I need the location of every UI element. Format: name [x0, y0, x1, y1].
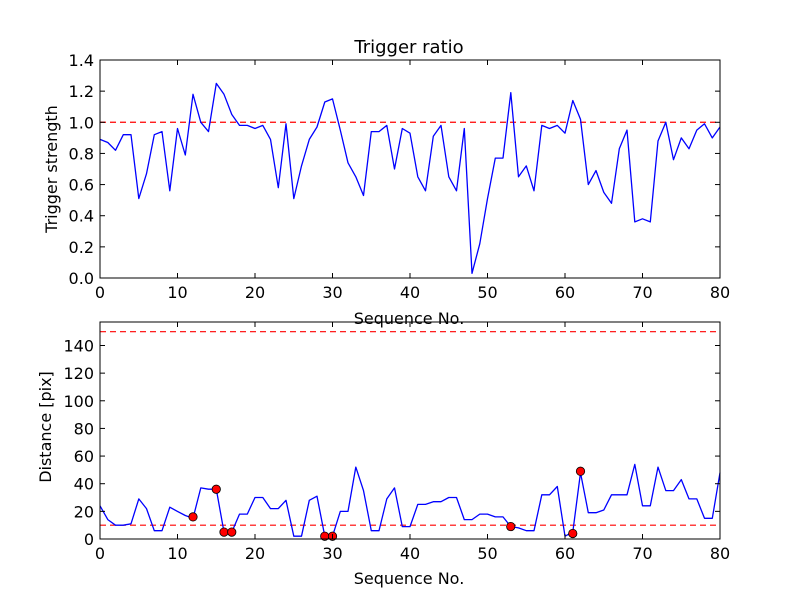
flagged-point	[568, 528, 578, 539]
y-tick-label: 1.0	[69, 113, 94, 132]
x-tick-label: 30	[322, 544, 342, 563]
y-tick-label: 0.6	[69, 176, 94, 195]
y-tick-label: 0.4	[69, 207, 94, 226]
x-tick-label: 80	[710, 283, 730, 302]
x-tick-label: 30	[322, 283, 342, 302]
y-tick-label: 100	[63, 392, 94, 411]
x-tick-label: 0	[95, 283, 105, 302]
x-tick-label: 0	[95, 544, 105, 563]
y-tick-label: 80	[74, 419, 94, 438]
x-tick-label: 50	[477, 544, 497, 563]
flagged-point	[219, 527, 229, 537]
x-axis-label: Sequence No.	[354, 569, 465, 588]
y-tick-label: 120	[63, 364, 94, 383]
x-tick-label: 10	[167, 283, 187, 302]
flagged-point	[506, 521, 516, 532]
series-line	[99, 82, 721, 274]
x-tick-label: 80	[710, 544, 730, 563]
x-tick-label: 20	[245, 544, 265, 563]
x-tick-label: 60	[555, 544, 575, 563]
x-tick-label: 40	[400, 544, 420, 563]
y-tick-label: 0.2	[69, 238, 94, 257]
x-tick-label: 70	[632, 283, 652, 302]
y-axis-label: Distance [pix]	[36, 371, 55, 483]
distance-chart: 0 10 20 30 40 50 60 70 80 0 20 40 60 80 100 120 140 Sequ…	[36, 321, 730, 588]
y-tick-label: 140	[63, 336, 94, 355]
flagged-point	[188, 512, 198, 522]
y-axis-label: Trigger strength	[42, 105, 61, 234]
y-tick-label: 1.4	[69, 51, 94, 70]
y-tick-label: 1.2	[69, 82, 94, 101]
y-tick-label: 0.8	[69, 144, 94, 163]
chart-title: Trigger ratio	[353, 37, 463, 58]
y-tick-label: 20	[74, 502, 94, 521]
x-tick-label: 20	[245, 283, 265, 302]
flagged-point	[227, 527, 237, 537]
y-tick-label: 40	[74, 475, 94, 494]
x-tick-label: 60	[555, 283, 575, 302]
x-tick-label: 40	[400, 283, 420, 302]
trigger-ratio-chart: Trigger ratio 0 10 20 30 40 50 60 70 80 0.0 0.2 0.4…	[42, 37, 730, 328]
x-tick-label: 50	[477, 283, 497, 302]
y-tick-label: 60	[74, 447, 94, 466]
x-tick-label: 10	[167, 544, 187, 563]
y-tick-label: 0	[84, 530, 94, 549]
flagged-point	[211, 484, 221, 494]
x-tick-label: 70	[632, 544, 652, 563]
series-line	[99, 463, 721, 537]
y-tick-label: 0.0	[69, 269, 94, 288]
x-axis-label: Sequence No.	[354, 309, 465, 328]
flagged-point	[575, 466, 586, 476]
